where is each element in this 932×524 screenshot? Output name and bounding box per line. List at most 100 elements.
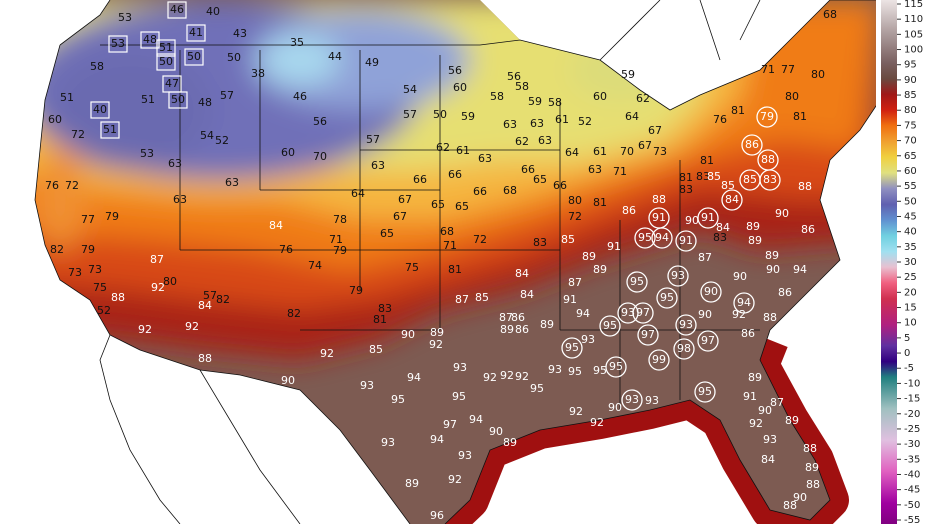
station-circle (626, 271, 648, 293)
station-temp: 90 (766, 263, 780, 276)
colorbar-label: -25 (904, 424, 920, 435)
station-temp: 40 (206, 5, 220, 18)
station-temp: 60 (593, 90, 607, 103)
station-temp: 90 (775, 207, 789, 220)
station-temp: 44 (328, 50, 342, 63)
station-temp: 91 (652, 211, 666, 224)
station-temp: 64 (351, 187, 365, 200)
colorbar-label: -10 (904, 378, 920, 389)
station-temp: 56 (507, 70, 521, 83)
station-temp: 63 (173, 193, 187, 206)
colorbar-label: 35 (904, 242, 917, 253)
station-temp: 83 (378, 302, 392, 315)
station-temp: 77 (781, 63, 795, 76)
station-temp: 88 (798, 180, 812, 193)
station-temp: 59 (461, 110, 475, 123)
station-circle (651, 227, 673, 249)
station-temp: 67 (648, 124, 662, 137)
station-temp: 68 (440, 225, 454, 238)
station-temp: 71 (443, 239, 457, 252)
station-circle (656, 287, 678, 309)
station-temp: 79 (349, 284, 363, 297)
station-circle (648, 349, 670, 371)
station-temp: 89 (765, 249, 779, 262)
station-temp: 57 (366, 133, 380, 146)
station-temp: 72 (65, 179, 79, 192)
colorbar-label: 110 (904, 14, 923, 25)
station-temp: 79 (333, 244, 347, 257)
station-temp: 87 (770, 396, 784, 409)
station-temp: 83 (679, 183, 693, 196)
station-temp: 46 (170, 3, 184, 16)
station-temp: 84 (515, 267, 529, 280)
colorbar-label: 90 (904, 75, 917, 86)
station-temp: 63 (168, 157, 182, 170)
station-temp: 89 (748, 234, 762, 247)
station-box (100, 121, 120, 139)
station-temp: 72 (473, 233, 487, 246)
station-temp: 86 (511, 311, 525, 324)
colorbar (881, 0, 897, 524)
station-temp: 82 (50, 243, 64, 256)
station-temp: 58 (548, 96, 562, 109)
station-temp: 89 (746, 220, 760, 233)
colorbar-label: 100 (904, 45, 923, 56)
station-temp: 61 (555, 113, 569, 126)
station-temp: 92 (151, 281, 165, 294)
station-box (108, 35, 128, 53)
station-temp: 51 (159, 41, 173, 54)
station-temp: 61 (593, 145, 607, 158)
colorbar-label: 20 (904, 287, 917, 298)
station-temp: 81 (700, 154, 714, 167)
station-temp: 87 (499, 311, 513, 324)
station-temp: 89 (582, 250, 596, 263)
station-temp: 81 (448, 263, 462, 276)
colorbar-label: -30 (904, 439, 920, 450)
station-temp: 71 (613, 165, 627, 178)
station-temp: 93 (453, 361, 467, 374)
station-circle (759, 169, 781, 191)
station-temp: 92 (749, 417, 763, 430)
station-temp: 95 (609, 360, 623, 373)
station-temp: 58 (90, 60, 104, 73)
station-temp: 46 (293, 90, 307, 103)
station-temp: 54 (403, 83, 417, 96)
station-temp: 75 (93, 281, 107, 294)
station-temp: 94 (737, 296, 751, 309)
station-temp: 95 (698, 385, 712, 398)
station-circle (756, 106, 778, 128)
colorbar-ticks: 1151101051009590858075706560555045403530… (897, 0, 923, 524)
station-temp: 63 (538, 134, 552, 147)
station-temp: 52 (578, 115, 592, 128)
station-temp: 86 (515, 323, 529, 336)
station-temp: 56 (448, 64, 462, 77)
colorbar-label: -40 (904, 469, 920, 480)
station-temp: 93 (763, 433, 777, 446)
station-temp: 80 (785, 90, 799, 103)
station-temp: 83 (696, 170, 710, 183)
station-temp: 66 (413, 173, 427, 186)
station-temp: 73 (88, 263, 102, 276)
station-temp: 48 (143, 33, 157, 46)
station-circle (617, 302, 639, 324)
station-temp: 88 (806, 478, 820, 491)
station-temp: 89 (593, 263, 607, 276)
station-temp: 84 (269, 219, 283, 232)
station-temp: 94 (430, 433, 444, 446)
station-temp: 89 (500, 323, 514, 336)
station-temp: 41 (189, 26, 203, 39)
colorbar-label: 30 (904, 257, 917, 268)
station-temp: 76 (279, 243, 293, 256)
station-temp: 87 (698, 251, 712, 264)
colorbar-label: 80 (904, 105, 917, 116)
station-temp: 64 (565, 146, 579, 159)
station-temp: 95 (452, 390, 466, 403)
station-temp: 63 (588, 163, 602, 176)
station-temp: 50 (159, 55, 173, 68)
station-circle (605, 356, 627, 378)
station-circle (675, 314, 697, 336)
station-temp: 70 (620, 145, 634, 158)
station-temp: 92 (500, 369, 514, 382)
station-temp: 50 (227, 51, 241, 64)
colorbar-label: -20 (904, 409, 920, 420)
